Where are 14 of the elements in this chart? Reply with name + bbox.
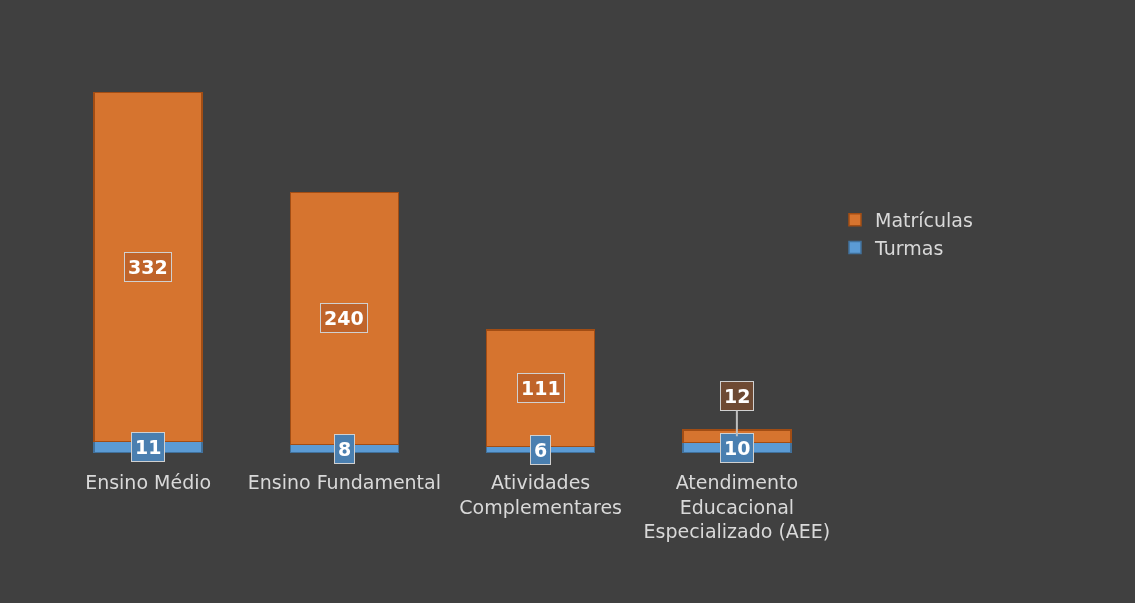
data-label: 11 (135, 436, 162, 458)
x-tick-label: Atendimento Educacional Especializado (AEE) (643, 471, 831, 543)
x-tick-label: Ensino Fundamental (247, 471, 441, 493)
data-label: 111 (521, 377, 561, 399)
legend-label: Turmas (874, 236, 944, 259)
legend-label: Matrículas (875, 209, 973, 232)
x-tick-label: Ensino Médio (85, 471, 212, 493)
data-label: 6 (534, 439, 548, 461)
data-label: 8 (338, 438, 352, 460)
data-label: 10 (724, 437, 751, 459)
x-tick-label: Atividades Complementares (459, 471, 623, 518)
data-label: 332 (128, 256, 168, 278)
data-label: 12 (724, 385, 751, 407)
data-label: 240 (324, 307, 364, 329)
